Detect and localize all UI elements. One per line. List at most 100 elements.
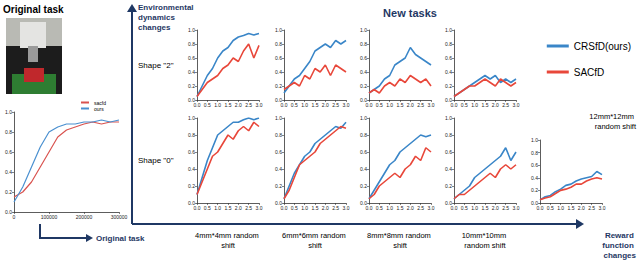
svg-text:0.0: 0.0: [5, 209, 12, 215]
svg-text:1.0: 1.0: [214, 205, 221, 211]
svg-text:2.5: 2.5: [502, 102, 509, 108]
svg-text:1.0: 1.0: [188, 115, 195, 121]
svg-text:1.0: 1.0: [188, 27, 195, 33]
svg-text:0.8: 0.8: [445, 132, 452, 138]
svg-text:200000: 200000: [76, 214, 93, 220]
svg-text:2.5: 2.5: [417, 102, 424, 108]
svg-text:2.0: 2.0: [407, 102, 414, 108]
svg-text:1.0: 1.0: [275, 115, 282, 121]
svg-text:0.5: 0.5: [204, 102, 211, 108]
svg-text:changes: changes: [138, 23, 171, 32]
svg-text:0: 0: [13, 214, 16, 220]
svg-text:8mm*8mm random: 8mm*8mm random: [367, 231, 433, 240]
svg-text:2.0: 2.0: [492, 102, 499, 108]
svg-text:2.0: 2.0: [492, 205, 499, 211]
svg-text:0.6: 0.6: [445, 149, 452, 155]
svg-text:Shape "2": Shape "2": [138, 61, 174, 70]
svg-text:1.5: 1.5: [482, 205, 489, 211]
svg-text:0.5: 0.5: [291, 102, 298, 108]
svg-text:2.5: 2.5: [332, 205, 339, 211]
svg-text:1.5: 1.5: [225, 102, 232, 108]
svg-text:0.4: 0.4: [445, 69, 452, 75]
svg-text:0.4: 0.4: [360, 69, 367, 75]
svg-text:0.6: 0.6: [188, 55, 195, 61]
svg-text:1.0: 1.0: [386, 205, 393, 211]
svg-text:0.0: 0.0: [451, 102, 458, 108]
svg-text:1.5: 1.5: [312, 102, 319, 108]
svg-text:0.5: 0.5: [376, 102, 383, 108]
svg-text:0.2: 0.2: [5, 189, 12, 195]
svg-text:1.0: 1.0: [557, 205, 564, 211]
svg-text:1.5: 1.5: [482, 102, 489, 108]
svg-text:0.8: 0.8: [275, 41, 282, 47]
svg-text:1.0: 1.0: [360, 115, 367, 121]
svg-text:0.6: 0.6: [360, 149, 367, 155]
svg-text:0.5: 0.5: [461, 205, 468, 211]
svg-text:0.0: 0.0: [537, 205, 544, 211]
svg-text:random shift: random shift: [464, 241, 506, 250]
svg-text:1.0: 1.0: [5, 109, 12, 115]
svg-text:0.8: 0.8: [188, 41, 195, 47]
svg-text:0.5: 0.5: [547, 205, 554, 211]
svg-text:New tasks: New tasks: [383, 7, 437, 19]
svg-text:0.6: 0.6: [275, 55, 282, 61]
svg-text:3.0: 3.0: [599, 205, 606, 211]
svg-text:3.0: 3.0: [256, 102, 263, 108]
svg-text:2.5: 2.5: [332, 102, 339, 108]
svg-text:0.5: 0.5: [291, 205, 298, 211]
svg-text:function: function: [602, 241, 636, 250]
svg-text:3.0: 3.0: [343, 102, 350, 108]
svg-text:3.0: 3.0: [428, 205, 435, 211]
svg-text:2.5: 2.5: [502, 205, 509, 211]
svg-text:0.4: 0.4: [188, 69, 195, 75]
svg-text:0.4: 0.4: [5, 169, 12, 175]
svg-text:0.0: 0.0: [451, 205, 458, 211]
svg-text:0.0: 0.0: [281, 102, 288, 108]
svg-text:changes: changes: [604, 251, 637, 260]
svg-text:0.2: 0.2: [445, 183, 452, 189]
svg-text:1.0: 1.0: [275, 27, 282, 33]
svg-text:ours: ours: [94, 106, 104, 112]
svg-text:2.5: 2.5: [245, 102, 252, 108]
svg-text:1.5: 1.5: [397, 205, 404, 211]
svg-text:0.5: 0.5: [376, 205, 383, 211]
svg-text:0.6: 0.6: [188, 149, 195, 155]
svg-text:1.0: 1.0: [445, 115, 452, 121]
svg-text:0.5: 0.5: [461, 102, 468, 108]
svg-text:shift: shift: [308, 241, 323, 250]
svg-text:0.0: 0.0: [194, 102, 201, 108]
svg-text:dynamics: dynamics: [138, 13, 177, 22]
svg-text:0.0: 0.0: [366, 102, 373, 108]
svg-text:0.2: 0.2: [360, 183, 367, 189]
svg-text:SACfD: SACfD: [574, 67, 605, 78]
svg-text:1.0: 1.0: [531, 137, 538, 143]
svg-text:2.0: 2.0: [235, 102, 242, 108]
svg-text:0.8: 0.8: [445, 41, 452, 47]
svg-text:1.0: 1.0: [445, 27, 452, 33]
svg-text:1.0: 1.0: [471, 102, 478, 108]
svg-text:12mm*12mm: 12mm*12mm: [589, 112, 636, 121]
svg-text:2.0: 2.0: [578, 205, 585, 211]
svg-text:Original task: Original task: [3, 4, 64, 15]
svg-text:0.4: 0.4: [275, 166, 282, 172]
svg-text:2.0: 2.0: [322, 205, 329, 211]
svg-text:1.5: 1.5: [312, 205, 319, 211]
svg-text:1.0: 1.0: [214, 102, 221, 108]
svg-text:0.6: 0.6: [445, 55, 452, 61]
svg-text:0.2: 0.2: [188, 83, 195, 89]
svg-text:0.5: 0.5: [204, 205, 211, 211]
svg-text:random shift: random shift: [595, 122, 637, 131]
svg-text:shift: shift: [221, 241, 236, 250]
svg-text:1.0: 1.0: [386, 102, 393, 108]
svg-text:2.0: 2.0: [322, 102, 329, 108]
svg-text:0.2: 0.2: [275, 183, 282, 189]
svg-text:1.5: 1.5: [225, 205, 232, 211]
svg-text:1.5: 1.5: [397, 102, 404, 108]
svg-text:shift: shift: [393, 241, 408, 250]
svg-text:1.0: 1.0: [301, 102, 308, 108]
svg-text:3.0: 3.0: [256, 205, 263, 211]
svg-text:0.0: 0.0: [281, 205, 288, 211]
svg-text:0.8: 0.8: [360, 132, 367, 138]
svg-text:1.0: 1.0: [301, 205, 308, 211]
svg-text:Environmental: Environmental: [138, 3, 196, 12]
